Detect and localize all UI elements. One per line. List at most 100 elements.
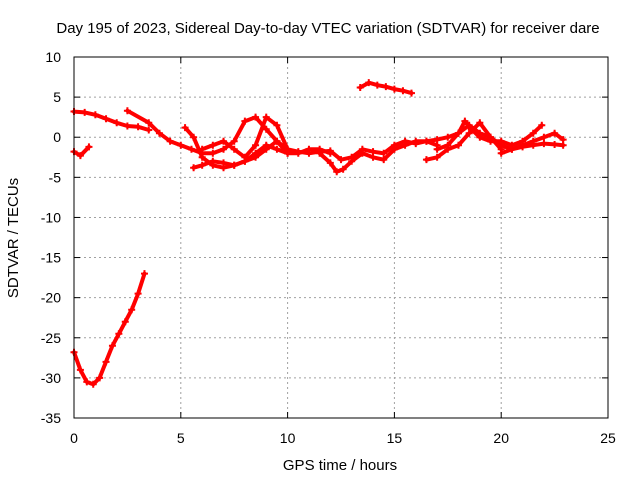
data-point — [198, 161, 206, 169]
y-tick-label: -20 — [41, 290, 61, 306]
plot-area — [70, 79, 567, 388]
data-point — [262, 145, 270, 153]
series-track-11 — [433, 117, 546, 153]
series-track-1 — [70, 108, 153, 134]
data-point — [461, 117, 469, 125]
data-point — [241, 117, 249, 125]
data-point — [155, 129, 163, 137]
data-point — [401, 141, 409, 149]
data-point — [273, 145, 281, 153]
series-track-8 — [316, 137, 441, 176]
data-point — [123, 107, 131, 115]
data-point — [365, 79, 373, 87]
y-tick-label: -25 — [41, 330, 61, 346]
data-point — [326, 159, 334, 167]
x-tick-label: 15 — [387, 430, 403, 446]
chart-title: Day 195 of 2023, Sidereal Day-to-day VTE… — [56, 20, 599, 37]
data-point — [96, 374, 104, 382]
data-point — [487, 137, 495, 145]
data-point — [252, 113, 260, 121]
data-point — [85, 143, 93, 151]
data-point — [284, 145, 292, 153]
data-point — [454, 141, 462, 149]
data-point — [252, 141, 260, 149]
data-point — [422, 156, 430, 164]
data-point — [166, 137, 174, 145]
data-point — [123, 122, 131, 130]
series-line — [435, 119, 544, 152]
plot-frame — [73, 56, 609, 419]
series-line — [424, 120, 504, 162]
data-point — [358, 149, 366, 157]
data-point — [444, 133, 452, 141]
series-track-6 — [190, 137, 292, 172]
data-point — [294, 149, 302, 157]
data-point — [177, 141, 185, 149]
data-point — [305, 145, 313, 153]
data-point — [337, 156, 345, 164]
x-axis-label: GPS time / hours — [283, 457, 397, 474]
data-point — [519, 141, 527, 149]
data-point — [380, 156, 388, 164]
data-point — [476, 119, 484, 127]
data-point — [422, 137, 430, 145]
data-point — [273, 137, 281, 145]
data-point — [198, 153, 206, 161]
data-point — [399, 87, 407, 95]
data-point — [220, 159, 228, 167]
data-point — [465, 129, 473, 137]
series-track-9 — [356, 79, 415, 97]
data-point — [529, 129, 537, 137]
series-track-10 — [422, 119, 505, 164]
y-tick-labels: -35 -30 -25 -20 -15 -10 -5 0 5 10 — [41, 49, 61, 426]
y-tick-label: -10 — [41, 209, 61, 225]
data-point — [115, 330, 123, 338]
data-point — [538, 121, 546, 129]
data-point — [134, 290, 142, 298]
data-point — [187, 145, 195, 153]
data-point — [220, 137, 228, 145]
data-point — [356, 83, 364, 91]
data-point — [91, 111, 99, 119]
data-point — [529, 137, 537, 145]
data-point — [102, 115, 110, 123]
data-point — [230, 161, 238, 169]
data-point — [134, 123, 142, 131]
data-point — [551, 129, 559, 137]
x-tick-label: 5 — [177, 430, 185, 446]
data-point — [540, 133, 548, 141]
data-point — [551, 140, 559, 148]
data-point — [220, 145, 228, 153]
data-point — [497, 149, 505, 157]
series-track-7 — [198, 113, 292, 161]
data-point — [339, 165, 347, 173]
data-point — [121, 318, 129, 326]
y-tick-label: 5 — [53, 89, 61, 105]
data-point — [326, 149, 334, 157]
y-tick-label: -5 — [49, 169, 62, 185]
y-tick-label: 0 — [53, 129, 61, 145]
data-point — [497, 137, 505, 145]
data-point — [145, 119, 153, 127]
data-point — [333, 168, 341, 176]
data-point — [412, 137, 420, 145]
data-point — [559, 136, 567, 144]
data-point — [444, 141, 452, 149]
data-point — [508, 145, 516, 153]
data-point — [390, 85, 398, 93]
data-point — [81, 108, 89, 116]
axis-ticks — [73, 56, 609, 419]
data-point — [407, 89, 415, 97]
data-point — [140, 270, 148, 278]
y-tick-label: -15 — [41, 250, 61, 266]
data-point — [209, 141, 217, 149]
data-point — [540, 140, 548, 148]
data-point — [433, 145, 441, 153]
data-point — [108, 342, 116, 350]
data-point — [241, 153, 249, 161]
data-point — [76, 366, 84, 374]
data-point — [390, 145, 398, 153]
data-point — [128, 306, 136, 314]
data-point — [113, 119, 121, 127]
